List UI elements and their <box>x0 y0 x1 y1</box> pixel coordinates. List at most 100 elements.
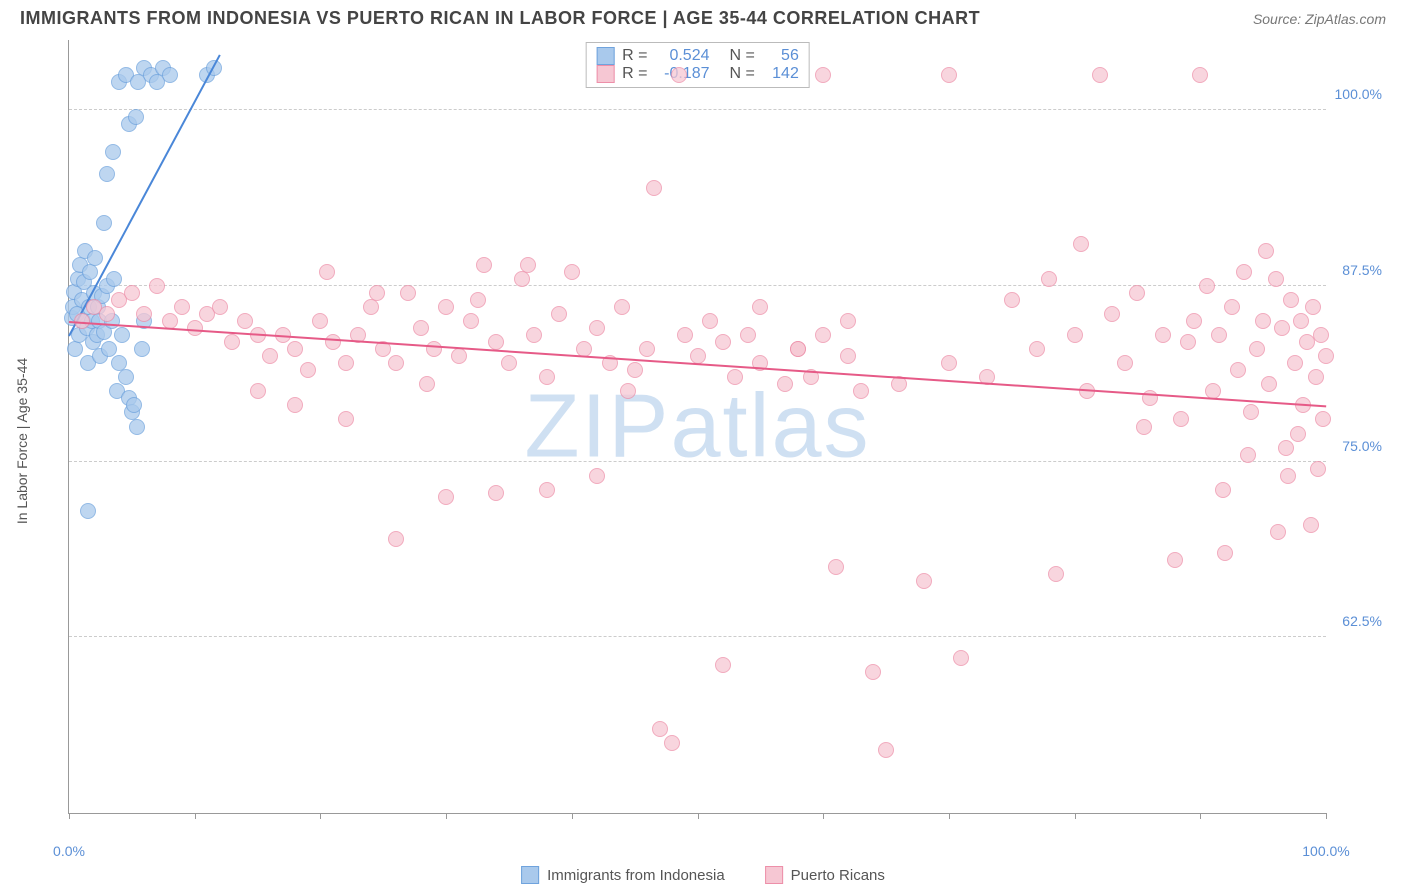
data-point <box>1167 552 1183 568</box>
data-point <box>715 657 731 673</box>
data-point <box>1236 264 1252 280</box>
data-point <box>413 320 429 336</box>
chart-title: IMMIGRANTS FROM INDONESIA VS PUERTO RICA… <box>20 8 980 29</box>
data-point <box>1029 341 1045 357</box>
data-point <box>727 369 743 385</box>
data-point <box>118 369 134 385</box>
data-point <box>1186 313 1202 329</box>
data-point <box>287 341 303 357</box>
data-point <box>1224 299 1240 315</box>
data-point <box>82 264 98 280</box>
series-swatch <box>765 866 783 884</box>
data-point <box>639 341 655 357</box>
y-tick-label: 62.5% <box>1330 613 1382 629</box>
data-point <box>702 313 718 329</box>
y-axis-label: In Labor Force | Age 35-44 <box>14 358 30 524</box>
data-point <box>840 348 856 364</box>
data-point <box>1274 320 1290 336</box>
watermark: ZIPatlas <box>524 375 870 478</box>
data-point <box>1308 369 1324 385</box>
data-point <box>501 355 517 371</box>
stat-n-label: N = <box>730 65 755 83</box>
data-point <box>114 327 130 343</box>
data-point <box>101 341 117 357</box>
x-tick <box>1200 813 1201 819</box>
data-point <box>646 180 662 196</box>
stat-n-value: 142 <box>763 65 799 83</box>
data-point <box>80 503 96 519</box>
x-tick <box>1326 813 1327 819</box>
data-point <box>514 271 530 287</box>
data-point <box>1240 447 1256 463</box>
data-point <box>128 109 144 125</box>
stat-r-value: 0.524 <box>656 47 710 65</box>
data-point <box>1129 285 1145 301</box>
data-point <box>671 67 687 83</box>
chart-area: In Labor Force | Age 35-44 ZIPatlas R =0… <box>50 40 1386 842</box>
data-point <box>1243 404 1259 420</box>
data-point <box>1067 327 1083 343</box>
data-point <box>1136 419 1152 435</box>
data-point <box>1258 243 1274 259</box>
data-point <box>916 573 932 589</box>
data-point <box>369 285 385 301</box>
series-swatch <box>596 47 614 65</box>
data-point <box>878 742 894 758</box>
data-point <box>338 411 354 427</box>
legend-item: Puerto Ricans <box>765 866 885 884</box>
data-point <box>99 306 115 322</box>
data-point <box>1261 376 1277 392</box>
data-point <box>1192 67 1208 83</box>
data-point <box>627 362 643 378</box>
data-point <box>470 292 486 308</box>
data-point <box>250 383 266 399</box>
data-point <box>126 397 142 413</box>
data-point <box>1313 327 1329 343</box>
data-point <box>1117 355 1133 371</box>
data-point <box>124 285 140 301</box>
source-label: Source: ZipAtlas.com <box>1253 11 1386 27</box>
legend-label: Immigrants from Indonesia <box>547 867 725 884</box>
x-tick <box>320 813 321 819</box>
data-point <box>1290 426 1306 442</box>
data-point <box>438 489 454 505</box>
data-point <box>752 299 768 315</box>
data-point <box>400 285 416 301</box>
x-tick <box>195 813 196 819</box>
data-point <box>1230 362 1246 378</box>
data-point <box>941 67 957 83</box>
data-point <box>1217 545 1233 561</box>
data-point <box>174 299 190 315</box>
data-point <box>319 264 335 280</box>
data-point <box>790 341 806 357</box>
data-point <box>312 313 328 329</box>
data-point <box>1155 327 1171 343</box>
data-point <box>664 735 680 751</box>
legend-item: Immigrants from Indonesia <box>521 866 725 884</box>
x-tick <box>949 813 950 819</box>
data-point <box>815 327 831 343</box>
data-point <box>237 313 253 329</box>
x-tick <box>69 813 70 819</box>
data-point <box>106 271 122 287</box>
data-point <box>539 369 555 385</box>
data-point <box>551 306 567 322</box>
data-point <box>1303 517 1319 533</box>
data-point <box>589 320 605 336</box>
y-tick-label: 87.5% <box>1330 262 1382 278</box>
data-point <box>589 468 605 484</box>
data-point <box>620 383 636 399</box>
stat-n-label: N = <box>730 47 755 65</box>
data-point <box>1278 440 1294 456</box>
stat-r-label: R = <box>622 65 647 83</box>
data-point <box>777 376 793 392</box>
data-point <box>953 650 969 666</box>
data-point <box>1249 341 1265 357</box>
data-point <box>853 383 869 399</box>
data-point <box>300 362 316 378</box>
data-point <box>388 355 404 371</box>
data-point <box>1004 292 1020 308</box>
data-point <box>1073 236 1089 252</box>
data-point <box>99 166 115 182</box>
data-point <box>677 327 693 343</box>
